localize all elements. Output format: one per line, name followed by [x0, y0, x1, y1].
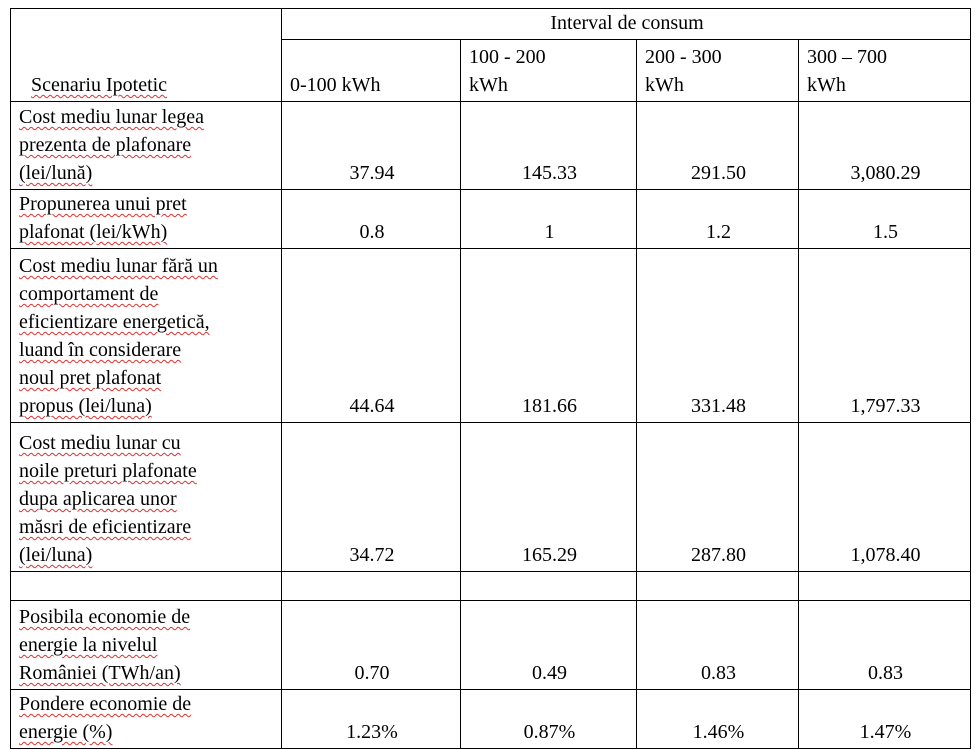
column-header-line: 200 - 300 [645, 46, 722, 68]
table-body: Scenariu Ipotetic Interval de consum 0-1… [10, 8, 972, 749]
value-cell: 37.94 [281, 101, 461, 190]
value-cell: 0.70 [281, 600, 461, 690]
column-header: 100 - 200 kWh [460, 39, 637, 102]
value-cell: 44.64 [281, 248, 461, 423]
row-label: Cost mediu lunar legea prezenta de plafon… [10, 101, 282, 190]
value-cell: 1 [460, 189, 637, 249]
empty-cell [281, 571, 461, 601]
column-header-line: 0-100 kWh [290, 74, 381, 96]
row-label: Posibila economie de energie la nivelul Ro… [10, 600, 282, 690]
column-header: 200 - 300 kWh [636, 39, 799, 102]
value-cell: 287.80 [636, 422, 799, 572]
empty-cell [460, 571, 637, 601]
column-header-line: 300 – 700 [807, 46, 887, 68]
value-cell: 1.46% [636, 689, 799, 749]
value-cell: 1.5 [797, 189, 972, 249]
row-label-line: Cost mediu lunar legea [19, 106, 204, 128]
row-label-line: Posibila economie de [19, 606, 191, 628]
row-label: Pondere economie de energie (%) [10, 689, 282, 749]
empty-cell [797, 571, 972, 601]
row-label-line: Pondere economie de [19, 693, 192, 715]
value-cell: 1,797.33 [797, 248, 972, 423]
column-header: 300 – 700 kWh [797, 39, 972, 102]
row-label: Propunerea unui pret plafonat (lei/kWh) [10, 189, 282, 249]
row-label-line: energie la nivelul [19, 634, 158, 656]
row-label-line: României (TWh/an) [19, 662, 181, 684]
value-cell: 1.2 [636, 189, 799, 249]
value-cell: 165.29 [460, 422, 637, 572]
row-label-line: Propunerea unui pret [19, 193, 187, 215]
value-cell: 181.66 [460, 248, 637, 423]
empty-cell [636, 571, 799, 601]
row-label-line: (lei/lună) [19, 162, 93, 184]
value-cell: 0.8 [281, 189, 461, 249]
row-label-line: eficientizare energetică, [19, 311, 210, 333]
value-cell: 145.33 [460, 101, 637, 190]
header-row: Scenariu Ipotetic Interval de consum [10, 8, 972, 102]
column-header-line: kWh [807, 74, 846, 96]
value-cell: 291.50 [636, 101, 799, 190]
column-header: 0-100 kWh [281, 39, 461, 102]
corner-cell: Scenariu Ipotetic [10, 8, 282, 102]
spacer-row [10, 571, 972, 601]
column-header-line: kWh [645, 74, 684, 96]
column-header-line: 100 - 200 [469, 46, 546, 68]
row-label: Cost mediu lunar cu noile preturi plafona… [10, 422, 282, 572]
value-cell: 331.48 [636, 248, 799, 423]
value-cell: 0.87% [460, 689, 637, 749]
value-cell: 34.72 [281, 422, 461, 572]
value-cell: 0.49 [460, 600, 637, 690]
row-label-line: luand în considerare [19, 339, 182, 361]
data-row: Cost mediu lunar cu noile preturi plafona… [10, 422, 972, 572]
row-label-line: energie (%) [19, 721, 113, 743]
group-header: Interval de consum [280, 8, 972, 40]
data-row: Cost mediu lunar fără un comportament de e… [10, 248, 972, 423]
column-header-line: kWh [469, 74, 508, 96]
row-label-line: (lei/luna) [19, 544, 93, 566]
row-label-line: prezenta de plafonare [19, 134, 192, 156]
corner-text: Scenariu Ipotetic [31, 74, 168, 96]
row-label-line: propus (lei/luna) [19, 395, 152, 417]
row-label-line: plafonat (lei/kWh) [19, 221, 168, 243]
row-label-line: Cost mediu lunar fără un [19, 255, 218, 277]
data-row: Cost mediu lunar legea prezenta de plafon… [10, 101, 972, 190]
row-label-line: noile preturi plafonate [19, 460, 197, 482]
row-label-line: noul pret plafonat [19, 367, 162, 389]
value-cell: 1,078.40 [797, 422, 972, 572]
header-row: 0-100 kWh 100 - 200 kWh 200 - 300 kWh 300 – 7… [11, 39, 972, 102]
value-cell: 0.83 [636, 600, 799, 690]
value-cell: 1.47% [797, 689, 972, 749]
row-label-line: comportament de [19, 283, 159, 305]
row-label-line: dupa aplicarea unor [19, 488, 177, 510]
data-table: Scenariu Ipotetic Interval de consum 0-1… [10, 8, 972, 749]
value-cell: 3,080.29 [797, 101, 972, 190]
value-cell: 1.23% [281, 689, 461, 749]
data-row: Posibila economie de energie la nivelul Ro… [10, 600, 972, 690]
row-label-line: măsri de eficientizare [19, 516, 192, 538]
empty-cell [10, 571, 282, 601]
data-row: Pondere economie de energie (%) 1.23% 0.87%… [10, 689, 972, 749]
data-row: Propunerea unui pret plafonat (lei/kWh) 0.… [10, 189, 972, 249]
row-label-line: Cost mediu lunar cu [19, 432, 181, 454]
value-cell: 0.83 [797, 600, 972, 690]
row-label: Cost mediu lunar fără un comportament de e… [10, 248, 282, 423]
